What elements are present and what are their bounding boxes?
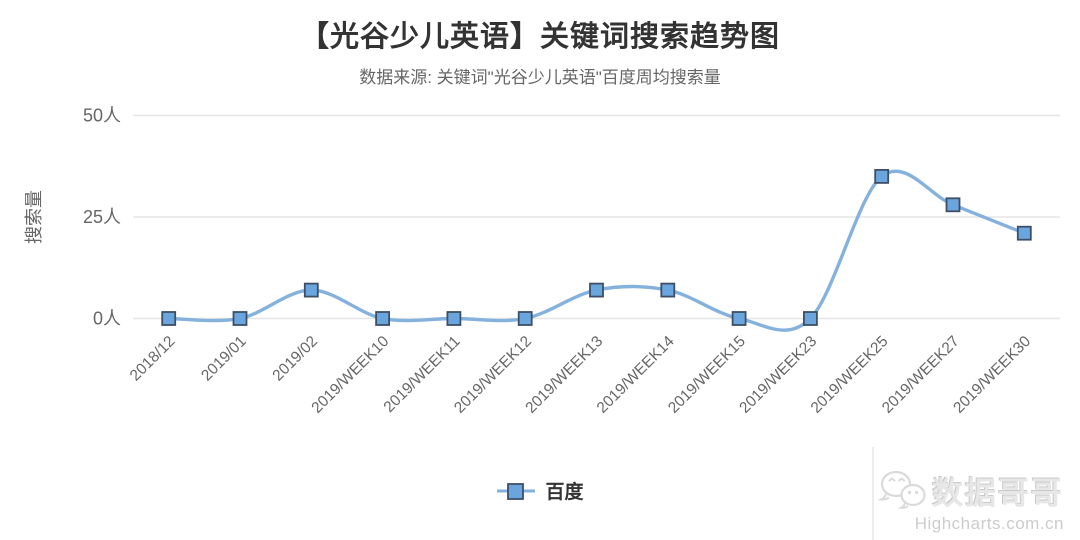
chart-title: 【光谷少儿英语】关键词搜索趋势图 xyxy=(299,21,780,53)
x-axis-tick-label: 2018/12 xyxy=(127,333,179,385)
data-point-marker[interactable] xyxy=(945,197,961,213)
watermark-brand: 数据哥哥 xyxy=(932,475,1064,511)
watermark: 数据哥哥 Highcharts.com.cn xyxy=(878,467,1064,534)
data-point-marker[interactable] xyxy=(232,311,248,326)
data-point-marker[interactable] xyxy=(161,311,177,326)
y-axis-tick-label: 0人 xyxy=(93,309,121,329)
y-axis-title: 搜索量 xyxy=(24,190,44,244)
watermark-divider xyxy=(872,447,874,540)
y-axis-tick-label: 25人 xyxy=(83,207,121,227)
data-point-marker[interactable] xyxy=(303,282,319,298)
data-point-marker[interactable] xyxy=(660,282,676,298)
y-axis-tick-label: 50人 xyxy=(83,106,121,126)
data-point-marker[interactable] xyxy=(1016,225,1032,241)
wechat-icon xyxy=(878,470,926,509)
data-point-marker[interactable] xyxy=(874,168,890,184)
series-line-baidu xyxy=(167,169,1026,332)
data-point-marker[interactable] xyxy=(446,311,462,326)
x-axis-tick-label: 2019/02 xyxy=(269,333,321,385)
x-axis-tick-label: 2019/01 xyxy=(198,333,250,385)
data-point-marker[interactable] xyxy=(375,311,391,326)
chart-subtitle: 数据来源: 关键词"光谷少儿英语"百度周均搜索量 xyxy=(359,68,721,87)
data-point-marker[interactable] xyxy=(803,311,818,326)
x-axis-tick-label: 2019/WEEK30 xyxy=(950,333,1034,417)
legend-item-baidu[interactable]: 百度 xyxy=(496,477,584,504)
data-point-marker[interactable] xyxy=(517,311,533,326)
data-point-marker[interactable] xyxy=(589,282,604,298)
watermark-source: Highcharts.com.cn xyxy=(914,514,1064,533)
legend-label: 百度 xyxy=(545,482,584,503)
legend-marker-icon xyxy=(497,482,536,500)
legend: 百度 xyxy=(0,477,1080,504)
data-point-marker[interactable] xyxy=(731,311,747,326)
